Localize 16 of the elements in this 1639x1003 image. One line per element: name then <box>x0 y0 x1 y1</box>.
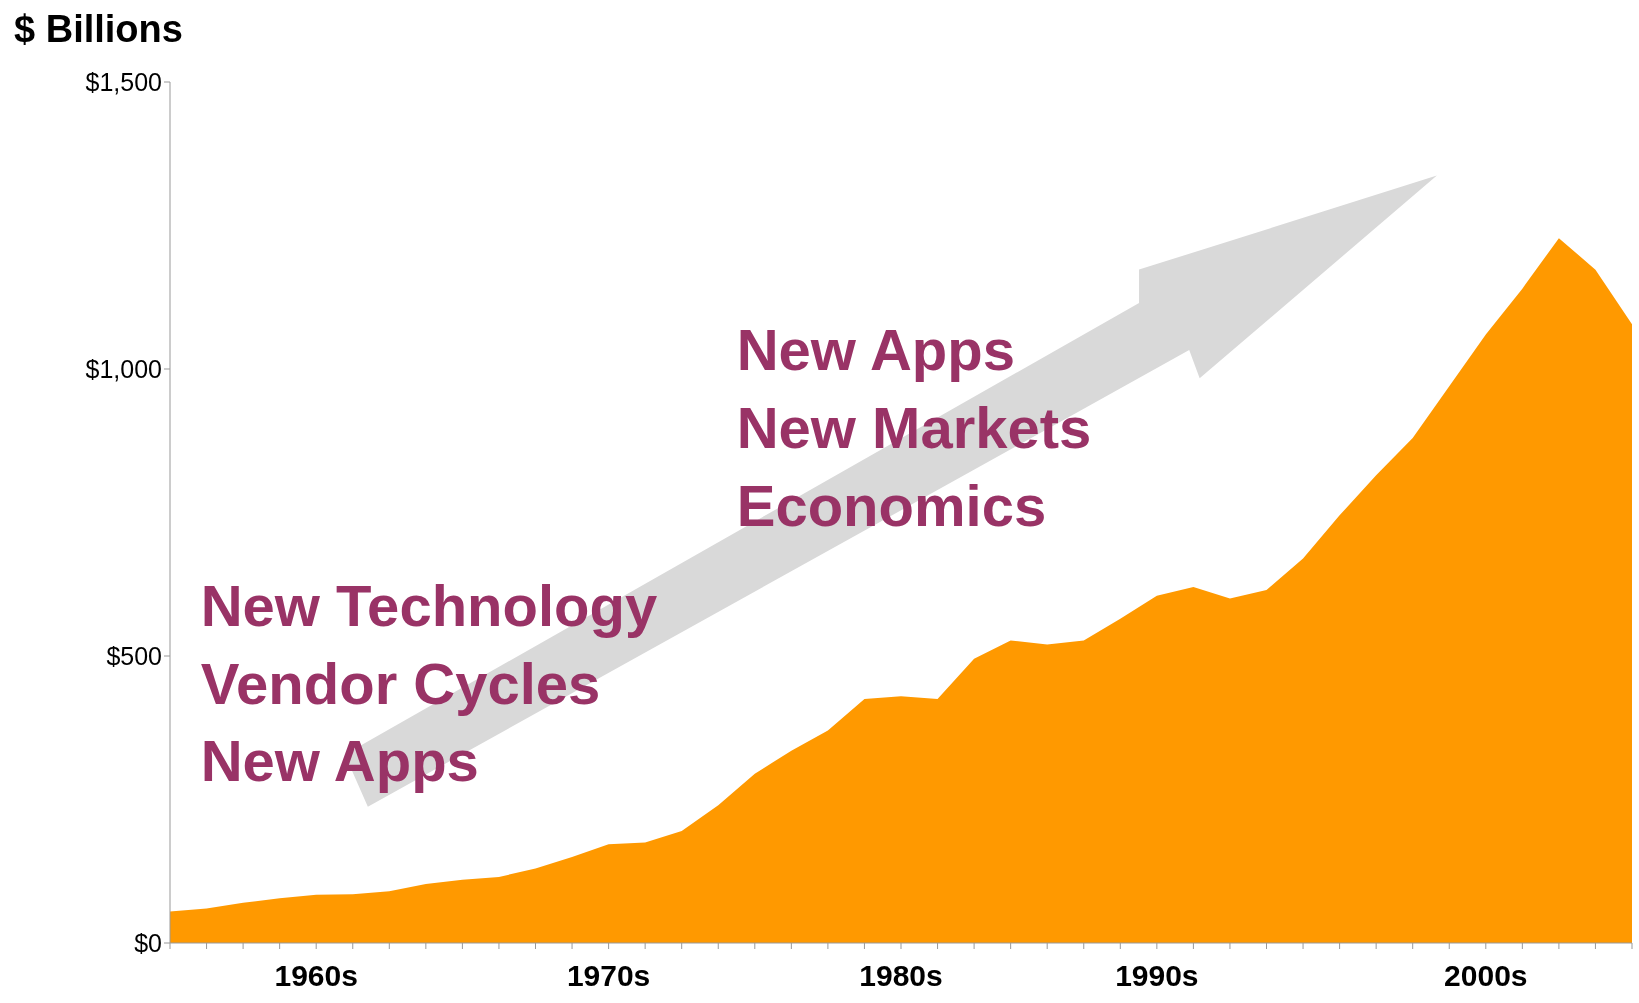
y-tick-label: $1,500 <box>85 67 162 96</box>
y-axis-title: $ Billions <box>14 8 183 51</box>
x-tick-label: 1970s <box>566 959 651 993</box>
annotation: New Apps <box>736 316 1015 385</box>
x-tick-label: 2000s <box>1444 959 1528 993</box>
y-tick-label: $500 <box>106 641 162 670</box>
x-tick-label: 1980s <box>859 959 943 993</box>
annotation: New Technology <box>200 572 658 641</box>
annotation: New Markets <box>736 394 1092 463</box>
annotation: Economics <box>736 471 1047 540</box>
x-tick-label: 1990s <box>1115 959 1199 993</box>
x-tick-label: 1960s <box>274 959 358 993</box>
y-tick-label: $0 <box>134 928 162 957</box>
annotation: Vendor Cycles <box>200 650 601 719</box>
y-tick-label: $1,000 <box>85 354 162 383</box>
annotation: New Apps <box>200 726 479 795</box>
